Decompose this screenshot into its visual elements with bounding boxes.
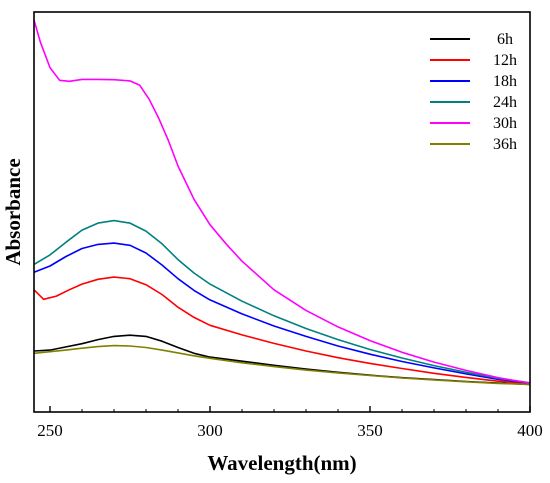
series-line-6h xyxy=(33,334,531,386)
tick-layer: 250 300 350 400 xyxy=(37,406,543,440)
x-tick-label: 300 xyxy=(197,421,223,440)
x-axis-title: Wavelength(nm) xyxy=(207,451,356,475)
legend: 6h 12h 18h 24h 30h 36h xyxy=(430,31,517,153)
legend-label-30h: 30h xyxy=(493,115,517,132)
legend-label-6h: 6h xyxy=(497,31,513,48)
legend-label-24h: 24h xyxy=(493,94,517,111)
x-tick-label: 400 xyxy=(517,421,543,440)
series-line-36h xyxy=(33,344,531,386)
legend-label-12h: 12h xyxy=(493,52,517,69)
y-axis-title: Absorbance xyxy=(1,158,25,265)
x-tick-label: 250 xyxy=(37,421,63,440)
series-line-24h xyxy=(33,219,531,384)
plot-frame xyxy=(33,11,531,413)
legend-label-18h: 18h xyxy=(493,73,517,90)
series-layer xyxy=(33,19,531,386)
series-line-18h xyxy=(33,242,531,384)
series-line-30h xyxy=(33,19,531,384)
legend-label-36h: 36h xyxy=(493,136,517,153)
x-tick-label: 350 xyxy=(357,421,383,440)
series-line-12h xyxy=(33,276,531,385)
